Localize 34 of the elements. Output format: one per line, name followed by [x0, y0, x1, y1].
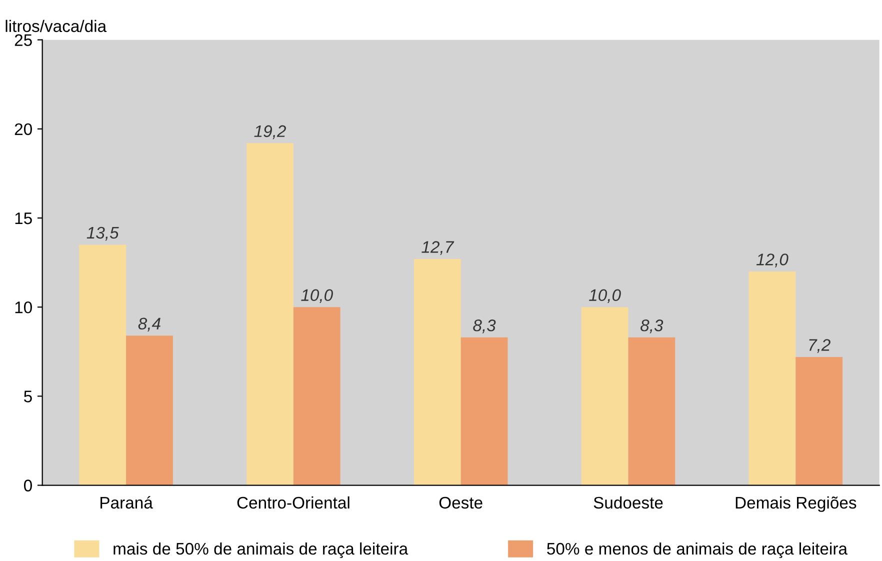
bar [581, 307, 628, 486]
data-label: 19,2 [254, 125, 286, 140]
data-label: 10,0 [589, 289, 621, 303]
legend-label: mais de 50% de animais de raça leiteira [114, 542, 408, 558]
data-label: 12,7 [422, 241, 454, 255]
bar [246, 143, 294, 486]
data-label: 10,0 [301, 289, 333, 303]
y-tick-label: 20 [14, 123, 32, 136]
data-label: 7,2 [809, 339, 830, 353]
y-tick-label: 0 [24, 480, 32, 492]
x-tick-label: Paraná [100, 496, 153, 509]
bar [293, 307, 340, 486]
data-label: 8,4 [138, 318, 160, 332]
x-tick-label: Centro-Oriental [237, 496, 350, 509]
bar [748, 271, 796, 486]
y-axis-title: litros/vaca/dia [6, 20, 107, 32]
data-label: 13,5 [86, 226, 119, 241]
bar [126, 336, 173, 486]
data-label: 8,3 [640, 320, 664, 334]
y-tick-label: 10 [15, 301, 32, 314]
bar [628, 337, 676, 486]
x-tick-label: Sudoeste [594, 496, 663, 509]
y-tick-label: 25 [14, 34, 32, 46]
x-tick-label: Demais Regiões [736, 496, 856, 512]
y-tick-label: 5 [24, 390, 32, 402]
bar [79, 244, 126, 486]
data-label: 12,0 [756, 254, 788, 268]
bar [414, 258, 461, 486]
bar [460, 337, 508, 486]
bar [796, 356, 843, 486]
legend-label: 50% e menos de animais de raça leiteira [547, 542, 848, 558]
y-tick-label: 15 [15, 212, 32, 224]
x-tick-label: Oeste [439, 496, 482, 509]
data-label: 8,3 [473, 320, 496, 334]
